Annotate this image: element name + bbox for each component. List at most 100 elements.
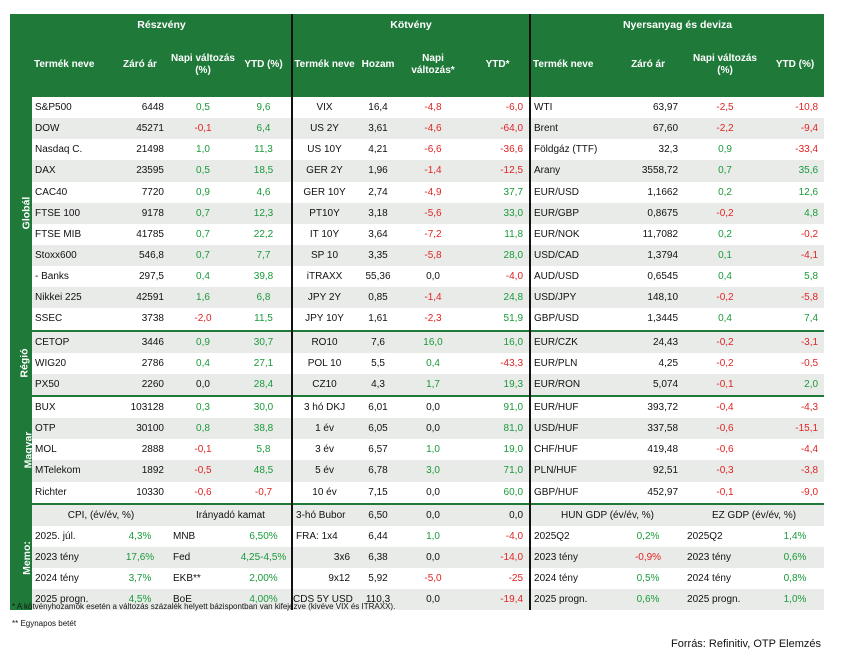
cell-close: 7720	[110, 181, 170, 203]
cell-day: 0,0	[170, 373, 236, 396]
cell-comm-ytd: -9,4	[766, 118, 825, 140]
cell-comm-ytd: 2,0	[766, 373, 825, 396]
col-comm-close: Záró ár	[612, 35, 685, 96]
table-row: MTelekom 1892 -0,5 48,5 5 év 6,78 3,0 71,0 PLN/H…	[10, 460, 825, 482]
col-bond-yield: Hozam	[356, 35, 401, 96]
cell-comm-name: GBP/USD	[529, 308, 613, 331]
cell-close: 21498	[110, 139, 170, 161]
cell-comm-ytd: -33,4	[766, 139, 825, 161]
table-row: WIG20 2786 0,4 27,1 POL 10 5,5 0,4 -43,3 EUR/PLN…	[10, 352, 825, 374]
col-comm-name: Termék neve	[529, 35, 613, 96]
table-row: CAC40 7720 0,9 4,6 GER 10Y 2,74 -4,9 37,7 EUR/US…	[10, 181, 825, 203]
cell-bond-day: 1,7	[400, 373, 467, 396]
memo-ezgdp-period: 2025 progn.	[684, 589, 767, 611]
memo-cpi-value: 3,7%	[110, 568, 170, 590]
cell-name: BUX	[32, 394, 110, 419]
cell-close: 2260	[110, 373, 170, 396]
cell-memo-bond-ytd: -4,0	[466, 525, 531, 547]
cell-comm-name: EUR/RON	[529, 373, 613, 396]
memo-ezgdp-value: 1,0%	[766, 589, 825, 611]
group-label-text: Memo:	[20, 540, 32, 575]
cell-name: Richter	[32, 481, 110, 504]
cell-comm-name: EUR/PLN	[529, 352, 613, 374]
cell-bond-day: -2,3	[400, 308, 467, 331]
cell-comm-name: Földgáz (TTF)	[529, 139, 613, 161]
cell-ytd: 18,5	[236, 160, 293, 182]
cell-comm-close: 337,58	[612, 418, 685, 440]
table-row: Globál S&P500 6448 0,5 9,6 VIX 16,4 -4,8 -6,0 WTI…	[10, 94, 825, 331]
cell-comm-ytd: 4,8	[766, 202, 825, 224]
cell-day: 1,6	[170, 287, 236, 309]
cell-day: 0,4	[170, 266, 236, 288]
cell-yield: 4,3	[356, 373, 401, 396]
cell-comm-close: 24,43	[612, 329, 685, 353]
cell-bond-ytd: -4,0	[466, 266, 531, 288]
table-row: - Banks 297,5 0,4 39,8 iTRAXX 55,36 0,0 -4,0 AUD…	[10, 266, 825, 288]
section-bond: Kötvény	[291, 14, 531, 35]
cell-comm-close: 0,8675	[612, 202, 685, 224]
cell-comm-close: 5,074	[612, 373, 685, 396]
cell-bond-name: GER 10Y	[291, 181, 357, 203]
cell-close: 30100	[110, 418, 170, 440]
memo-cpi-value: 4,5%	[110, 589, 170, 611]
cell-name: Stoxx600	[32, 244, 110, 267]
cell-comm-close: 67,60	[612, 118, 685, 140]
cell-name: FTSE MIB	[32, 223, 110, 245]
cell-name: PX50	[32, 373, 110, 396]
col-comm-day: Napi változás (%)	[684, 35, 767, 96]
cell-comm-day: 0,4	[684, 266, 767, 288]
cell-name: OTP	[32, 418, 110, 440]
cell-name: - Banks	[32, 266, 110, 288]
memo-hungdp-head: HUN GDP (év/év, %)	[529, 502, 685, 526]
cell-yield: 3,64	[356, 223, 401, 245]
cell-day: 0,3	[170, 394, 236, 419]
cell-day: 0,9	[170, 329, 236, 353]
section-header-row: Részvény Kötvény Nyersanyag és deviza	[10, 14, 825, 35]
cell-close: 297,5	[110, 266, 170, 288]
cell-close: 6448	[110, 94, 170, 119]
cell-comm-day: -0,2	[684, 329, 767, 353]
cell-bond-name: GER 2Y	[291, 160, 357, 182]
cell-bond-name: JPY 10Y	[291, 308, 357, 331]
cell-bond-day: -1,4	[400, 287, 467, 309]
cell-memo-bond-yield: 6,38	[356, 546, 401, 569]
cell-comm-close: 3558,72	[612, 160, 685, 182]
cell-memo-bond-ytd: -19,4	[466, 589, 531, 611]
cell-comm-day: -0,2	[684, 287, 767, 309]
cell-bond-day: 0,0	[400, 266, 467, 288]
cell-bond-ytd: 51,9	[466, 308, 531, 331]
cell-ytd: 6,4	[236, 118, 293, 140]
memo-rate-bank: MNB	[170, 525, 236, 547]
memo-hungdp-value: -0,9%	[612, 546, 685, 569]
memo-cpi-value: 17,6%	[110, 546, 170, 569]
cell-comm-ytd: 35,6	[766, 160, 825, 182]
cell-ytd: 9,6	[236, 94, 293, 119]
memo-ezgdp-period: 2025Q2	[684, 525, 767, 547]
col-bond-day: Napi változás*	[400, 35, 467, 96]
table-row: OTP 30100 0,8 38,8 1 év 6,05 0,0 81,0 USD/HUF 337…	[10, 418, 825, 440]
cell-comm-name: EUR/GBP	[529, 202, 613, 224]
cell-comm-close: 32,3	[612, 139, 685, 161]
cell-comm-close: 419,48	[612, 439, 685, 461]
cell-name: Nikkei 225	[32, 287, 110, 309]
cell-close: 103128	[110, 394, 170, 419]
memo-rate-bank: Fed	[170, 546, 236, 569]
cell-comm-ytd: -0,2	[766, 223, 825, 245]
cell-ytd: 6,8	[236, 287, 293, 309]
cell-bond-ytd: 16,0	[466, 329, 531, 353]
cell-comm-day: 0,2	[684, 223, 767, 245]
cell-comm-ytd: -4,1	[766, 244, 825, 267]
column-header-row: Termék neve Záró ár Napi változás (%) YT…	[10, 35, 825, 96]
cell-bond-ytd: -6,0	[466, 94, 531, 119]
table-row: Stoxx600 546,8 0,7 7,7 SP 10 3,35 -5,8 28,0 USD/…	[10, 244, 825, 267]
table-row: SSEC 3738 -2,0 11,5 JPY 10Y 1,61 -2,3 51,9 GBP/U…	[10, 308, 825, 331]
col-stock-day: Napi változás (%)	[170, 35, 236, 96]
cell-bond-day: 0,0	[400, 418, 467, 440]
cell-memo-bond-yield: 110,3	[356, 589, 401, 611]
cell-name: MTelekom	[32, 460, 110, 482]
cell-name: Nasdaq C.	[32, 139, 110, 161]
cell-bond-name: PT10Y	[291, 202, 357, 224]
memo-ezgdp-period: 2023 tény	[684, 546, 767, 569]
cell-comm-name: GBP/HUF	[529, 481, 613, 504]
cell-memo-bond-day: 1,0	[400, 525, 467, 547]
